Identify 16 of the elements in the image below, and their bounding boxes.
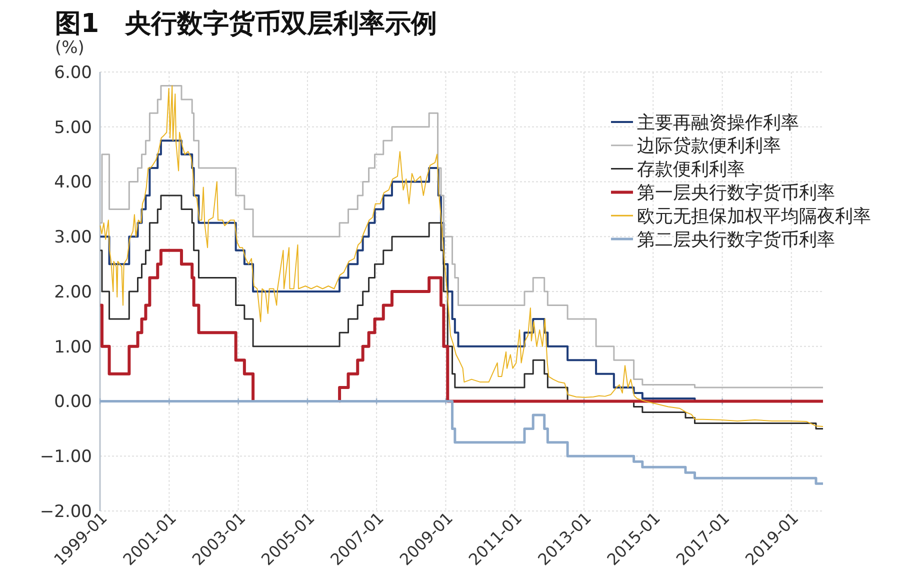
y-tick-label: 5.00 [54, 118, 92, 138]
y-tick-label: 1.00 [54, 337, 92, 358]
y-tick-label: 0.00 [54, 392, 92, 412]
legend-label: 边际贷款便利利率 [637, 136, 781, 157]
y-tick-label: 2.00 [54, 282, 92, 302]
legend-label: 欧元无担保加权平均隔夜利率 [637, 206, 871, 227]
y-tick-label: 3.00 [54, 228, 92, 248]
legend-label: 第二层央行数字货币利率 [637, 229, 835, 250]
legend-label: 主要再融资操作利率 [637, 112, 799, 134]
y-axis-title: (%) [55, 38, 84, 58]
legend-label: 第一层央行数字货币利率 [637, 182, 835, 204]
y-tick-label: 6.00 [54, 62, 92, 83]
y-tick-label: 4.00 [54, 172, 92, 193]
chart-title: 图1 央行数字货币双层利率示例 [55, 9, 438, 39]
y-tick-label: −1.00 [40, 447, 92, 468]
legend-label: 存款便利利率 [637, 159, 745, 180]
